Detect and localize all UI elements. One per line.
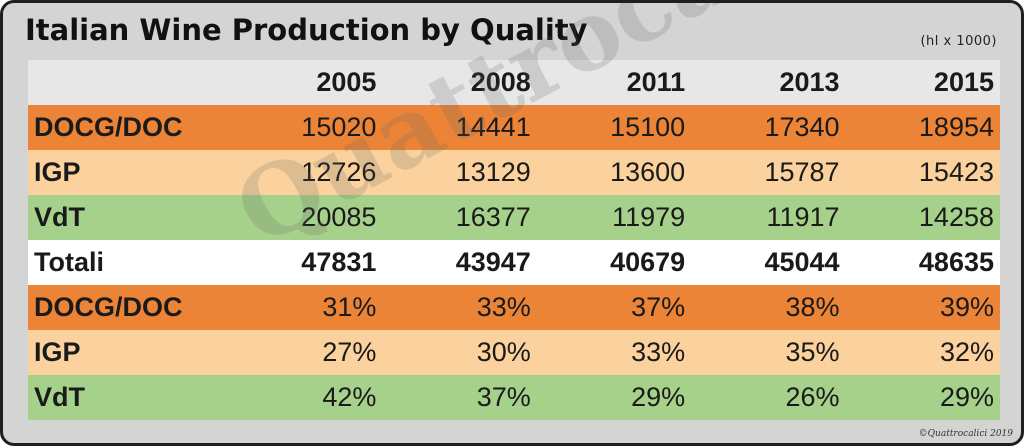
table-cell: 37% [476,382,531,412]
table-cell: 15423 [918,157,994,187]
row-label: DOCG/DOC [34,292,183,322]
table-cell: 33% [631,337,686,367]
column-header-2011: 2011 [626,67,686,97]
table-cell: 11979 [612,202,686,232]
row-label: VdT [34,202,85,232]
table-cell: 14258 [918,202,994,232]
table-cell: 12726 [301,157,377,187]
table-cell: 45044 [764,247,840,277]
table-cell: 30% [476,337,531,367]
table-cell: 35% [785,337,840,367]
table-row: IGP 12726 13129 13600 15787 15423 [28,150,1000,195]
production-table: 2005 2008 2011 2013 2015 DOCG/DOC 15020 14441 1… [28,60,1000,420]
table-cell: 47831 [301,247,377,277]
row-label: DOCG/DOC [34,112,183,142]
table-cell: 48635 [918,247,994,277]
table-row: Totali 47831 43947 40679 45044 48635 [28,240,1000,285]
table-cell: 29% [939,382,994,412]
table-cell: 15787 [764,157,840,187]
table-cell: 11917 [766,202,840,232]
header-corner [28,60,228,105]
table-cell: 40679 [610,247,686,277]
table-cell: 16377 [455,202,531,232]
row-label: IGP [34,337,81,367]
unit-label: (hl x 1000) [920,34,997,49]
table-row: DOCG/DOC 31% 33% 37% 38% 39% [28,285,1000,330]
column-header-2008: 2008 [470,67,531,97]
table-cell: 37% [631,292,686,322]
table-cell: 15020 [301,112,377,142]
header-row: 2005 2008 2011 2013 2015 [28,60,1000,105]
row-label: Totali [34,247,104,277]
copyright-text: ©Quattrocalici 2019 [918,429,1013,439]
table-row: VdT 20085 16377 11979 11917 14258 [28,195,1000,240]
row-label: VdT [34,382,85,412]
table-cell: 39% [939,292,994,322]
table-cell: 32% [939,337,994,367]
table-row: IGP 27% 30% 33% 35% 32% [28,330,1000,375]
table-cell: 31% [322,292,377,322]
table-cell: 43947 [455,247,531,277]
table-cell: 27% [322,337,377,367]
table-cell: 38% [785,292,840,322]
table-cell: 20085 [301,202,377,232]
table-cell: 17340 [764,112,840,142]
table-cell: 13129 [455,157,531,187]
row-label: IGP [34,157,81,187]
table-cell: 14441 [455,112,531,142]
table-cell: 18954 [918,112,994,142]
chart-title: Italian Wine Production by Quality [25,13,588,47]
column-header-2013: 2013 [779,67,840,97]
table-cell: 13600 [610,157,686,187]
column-header-2005: 2005 [316,67,377,97]
table-cell: 26% [785,382,840,412]
table-cell: 15100 [610,112,686,142]
table-cell: 29% [631,382,686,412]
table-row: VdT 42% 37% 29% 26% 29% [28,375,1000,420]
table-cell: 42% [322,382,377,412]
table-cell: 33% [476,292,531,322]
column-header-2015: 2015 [933,67,994,97]
table-row: DOCG/DOC 15020 14441 15100 17340 18954 [28,105,1000,150]
